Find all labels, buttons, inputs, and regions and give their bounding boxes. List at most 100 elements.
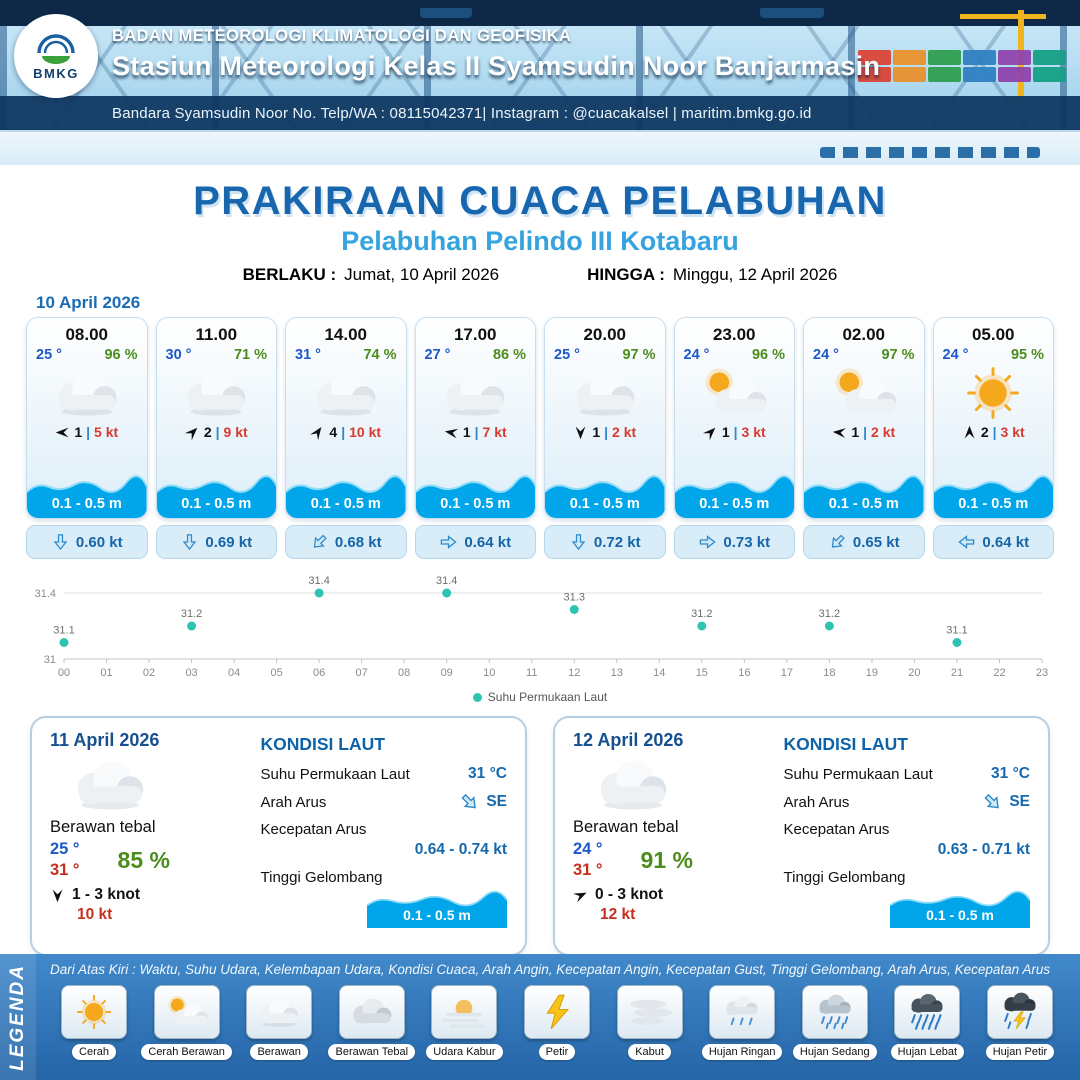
hourly-card: 02.00 24 ° 97 % 1 | 2 kt bbox=[803, 317, 925, 559]
wind-separator: | bbox=[863, 424, 868, 440]
current-direction-text: SE bbox=[1009, 793, 1030, 810]
svg-text:05: 05 bbox=[270, 667, 282, 679]
wind-row: 2 | 3 kt bbox=[962, 424, 1025, 440]
daily-wind-range: 1 - 3 knot bbox=[72, 886, 141, 903]
legend-side-strip: LEGENDA bbox=[0, 954, 36, 1080]
legend-item-label: Kabut bbox=[628, 1044, 671, 1060]
wind-speed: 1 bbox=[851, 424, 860, 440]
wave-height: 0.1 - 0.5 m bbox=[699, 496, 770, 512]
hourly-card: 20.00 25 ° 97 % 1 | 2 kt bbox=[544, 317, 666, 559]
wave-icon bbox=[890, 890, 1030, 928]
sea-condition-panel: KONDISI LAUT Suhu Permukaan Laut 31 °C A… bbox=[247, 730, 508, 942]
legend-item-label: Hujan Lebat bbox=[890, 1044, 964, 1060]
wave-height-band: 0.1 - 0.5 m bbox=[415, 472, 535, 518]
hourly-card: 14.00 31 ° 74 % 4 | 10 kt bbox=[285, 317, 407, 559]
weather-icon bbox=[431, 365, 519, 421]
air-temperature: 30 ° bbox=[165, 347, 192, 363]
humidity: 71 % bbox=[233, 347, 267, 363]
current-speed: 0.73 kt bbox=[723, 533, 771, 551]
wave-height: 0.1 - 0.5 m bbox=[403, 907, 471, 923]
wave-icon bbox=[933, 475, 1053, 518]
legend-description: Dari Atas Kiri : Waktu, Suhu Udara, Kele… bbox=[50, 962, 1051, 977]
current-direction-icon bbox=[825, 530, 850, 555]
forecast-time: 14.00 bbox=[324, 325, 368, 344]
wave-icon bbox=[367, 890, 507, 928]
wind-speed: 2 bbox=[980, 424, 989, 440]
daily-temps: 25 ° 31 ° 85 % bbox=[50, 840, 247, 880]
wind-direction-icon bbox=[50, 888, 65, 903]
humidity: 95 % bbox=[1010, 347, 1044, 363]
wind-gust: 10 kt bbox=[349, 424, 382, 440]
legend-item-label: Hujan Sedang bbox=[792, 1044, 877, 1060]
weather-icon bbox=[338, 985, 405, 1039]
daily-wind-range: 0 - 3 knot bbox=[595, 886, 664, 903]
wind-speed: 1 bbox=[462, 424, 471, 440]
valid-to-value: Minggu, 12 April 2026 bbox=[672, 265, 838, 284]
wind-separator: | bbox=[604, 424, 609, 440]
container-stack-icon bbox=[858, 50, 1072, 82]
svg-text:09: 09 bbox=[441, 667, 453, 679]
current-direction-icon bbox=[570, 533, 586, 552]
wave-icon bbox=[415, 475, 535, 518]
wave-height-band: 0.1 - 0.5 m bbox=[286, 472, 406, 518]
wave-icon bbox=[804, 475, 924, 518]
current-direction-icon bbox=[698, 534, 717, 550]
weather-icon bbox=[561, 365, 649, 421]
current-direction-label: Arah Arus bbox=[260, 793, 327, 811]
page-subtitle: Pelabuhan Pelindo III Kotabaru bbox=[341, 226, 739, 256]
svg-text:31.1: 31.1 bbox=[946, 625, 967, 637]
svg-text:13: 13 bbox=[611, 667, 623, 679]
wind-row: 4 | 10 kt bbox=[310, 424, 381, 440]
wind-direction-icon bbox=[307, 422, 328, 443]
current-direction-icon bbox=[52, 533, 68, 552]
daily-date: 12 April 2026 bbox=[573, 730, 684, 750]
wave-icon bbox=[27, 475, 147, 518]
wave-height: 0.1 - 0.5 m bbox=[181, 496, 252, 512]
air-temperature: 24 ° bbox=[813, 347, 839, 363]
wave-icon bbox=[674, 475, 794, 518]
legend-item: Kabut bbox=[606, 985, 694, 1060]
legend-item-label: Cerah bbox=[72, 1044, 116, 1060]
svg-text:16: 16 bbox=[738, 667, 750, 679]
current-direction-icon bbox=[307, 530, 332, 555]
current-chip: 0.60 kt bbox=[26, 525, 148, 559]
terminal-floor-illustration bbox=[0, 130, 1080, 165]
sst-chart: 31.4 31 00 01 02 03 04 05 06 07 08 09 10 11 12 13 14 15 16… bbox=[28, 573, 1052, 690]
legend-item: Cerah bbox=[50, 985, 138, 1060]
svg-text:02: 02 bbox=[143, 667, 155, 679]
legend-items-row: Cerah Cerah Berawan Berawan Bera bbox=[50, 985, 1064, 1060]
humidity: 97 % bbox=[881, 347, 915, 363]
svg-text:01: 01 bbox=[100, 667, 112, 679]
temp-humidity-row: 24 ° 95 % bbox=[934, 345, 1054, 363]
sst-row: Suhu Permukaan Laut 31 °C bbox=[261, 765, 508, 783]
ship-icon bbox=[760, 8, 824, 18]
legend-item-label: Petir bbox=[538, 1044, 576, 1060]
sea-condition-title: KONDISI LAUT bbox=[260, 734, 385, 754]
forecast-date-label: 10 April 2026 bbox=[36, 293, 141, 312]
wind-direction-icon bbox=[443, 423, 460, 440]
wave-icon bbox=[156, 475, 276, 518]
temp-min: 25 ° bbox=[50, 840, 80, 858]
wind-gust: 7 kt bbox=[482, 424, 507, 440]
bmkg-logo-icon bbox=[37, 34, 75, 64]
contact-band: Bandara Syamsudin Noor No. Telp/WA : 081… bbox=[0, 96, 1080, 130]
humidity: 97 % bbox=[622, 347, 656, 363]
valid-from-label: BERLAKU : bbox=[242, 265, 337, 284]
daily-wind-row: 0 - 3 knot bbox=[573, 886, 770, 904]
air-temperature: 25 ° bbox=[36, 347, 62, 363]
wind-direction-icon bbox=[55, 425, 70, 440]
weather-icon bbox=[801, 985, 868, 1039]
wind-separator: | bbox=[733, 424, 738, 440]
current-speed: 0.69 kt bbox=[205, 533, 253, 551]
bmkg-logo-label: BMKG bbox=[33, 66, 79, 81]
wind-speed: 1 bbox=[74, 424, 83, 440]
wave-height-band: 0.1 - 0.5 m bbox=[27, 472, 147, 518]
svg-text:21: 21 bbox=[951, 667, 963, 679]
wind-gust: 3 kt bbox=[741, 424, 766, 440]
hourly-card: 05.00 24 ° 95 % 2 | 3 kt bbox=[932, 317, 1054, 559]
legend-title: LEGENDA bbox=[7, 963, 28, 1071]
air-temperature: 25 ° bbox=[554, 347, 580, 363]
svg-text:31: 31 bbox=[44, 654, 56, 666]
svg-text:31.4: 31.4 bbox=[35, 588, 56, 600]
crane-icon bbox=[960, 14, 1046, 19]
